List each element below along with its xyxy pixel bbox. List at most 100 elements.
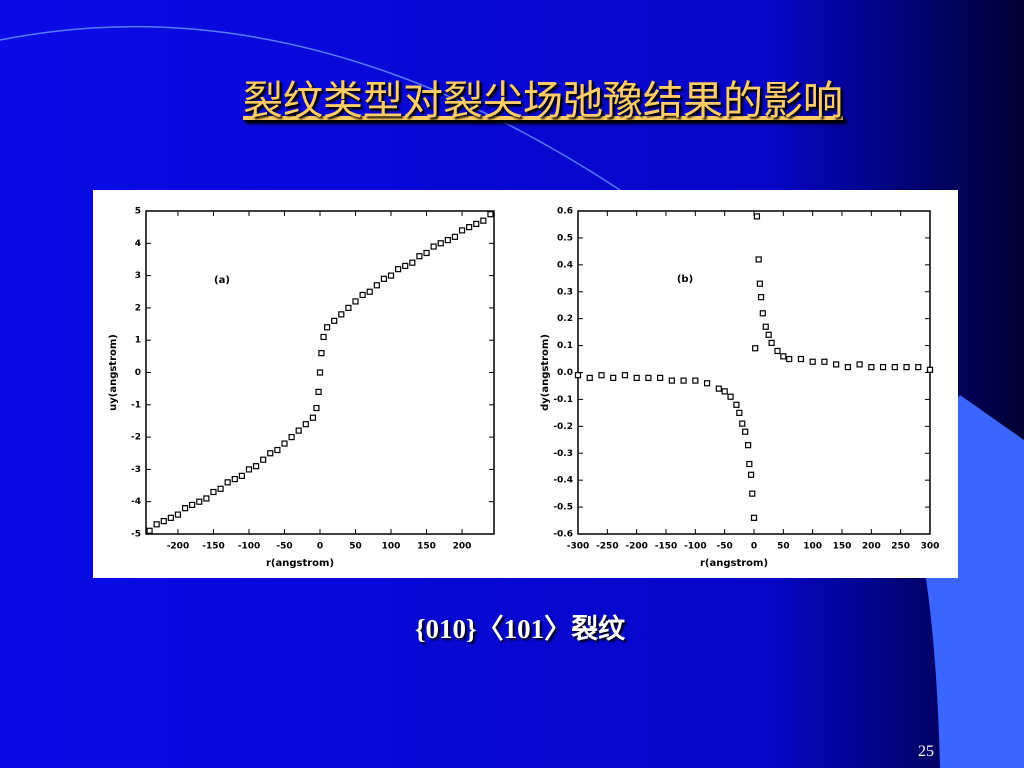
point	[727, 393, 734, 400]
point	[288, 434, 295, 441]
point	[320, 333, 327, 341]
point	[252, 463, 260, 470]
y-tick-label: -3	[131, 465, 141, 475]
point	[721, 388, 728, 395]
point	[380, 275, 388, 282]
point	[153, 521, 160, 528]
point	[423, 249, 430, 257]
point	[245, 466, 253, 473]
y-tick-label: -2	[131, 433, 141, 443]
point	[416, 253, 423, 260]
caption: {010}〈101〉裂纹	[415, 614, 626, 644]
point	[473, 220, 480, 228]
point	[196, 498, 203, 505]
x-tick-label: 0	[751, 542, 757, 552]
y-tick-label: 0	[135, 368, 141, 378]
x-tick-label: -200	[625, 542, 648, 552]
x-axis-label: r(angstrom)	[266, 558, 334, 569]
point	[756, 280, 763, 287]
y-axis-label: dy(angstrom)	[540, 334, 551, 411]
point	[267, 450, 274, 457]
point	[324, 324, 331, 331]
y-tick-label: 0.2	[557, 314, 573, 324]
x-tick-label: 50	[777, 542, 790, 552]
point	[809, 358, 816, 365]
y-axis-label: uy(angstrom)	[108, 334, 119, 411]
y-tick-label: -4	[131, 497, 141, 507]
y-tick-label: 0.3	[557, 287, 573, 297]
point	[210, 488, 217, 496]
point	[366, 288, 373, 295]
point	[167, 514, 174, 521]
point	[844, 364, 851, 371]
point	[821, 358, 828, 365]
point	[315, 388, 322, 395]
point	[437, 240, 444, 247]
point	[430, 243, 437, 250]
point	[174, 511, 182, 518]
point	[733, 401, 740, 408]
point	[692, 377, 699, 384]
plots: -200 -150 -100 -50 0 50 100 150 200-5-4-3-2-1012…	[108, 207, 939, 570]
point	[856, 361, 863, 368]
point	[752, 345, 759, 352]
point	[160, 517, 167, 525]
point	[668, 377, 675, 384]
point	[487, 211, 494, 218]
point	[359, 291, 366, 299]
point	[621, 372, 629, 379]
point	[451, 233, 459, 240]
point	[749, 490, 756, 497]
point	[338, 311, 345, 318]
point	[466, 224, 473, 231]
x-tick-label: 100	[382, 542, 401, 552]
y-tick-label: 1	[135, 336, 141, 346]
x-tick-label: -100	[684, 542, 707, 552]
point	[745, 442, 752, 449]
point	[203, 495, 210, 502]
point	[742, 428, 749, 435]
point	[739, 420, 746, 427]
y-tick-label: 0.0	[557, 368, 573, 378]
point	[345, 304, 352, 311]
panel-label: (a)	[214, 275, 230, 286]
x-axis-label: r(angstrom)	[700, 558, 768, 569]
point	[786, 355, 793, 363]
point	[762, 323, 769, 330]
point	[309, 414, 316, 421]
point	[373, 282, 380, 289]
point	[753, 213, 761, 220]
y-tick-label: 0.1	[557, 341, 573, 351]
page-number: 25	[918, 743, 934, 760]
point	[458, 227, 466, 234]
point	[217, 485, 224, 492]
point	[768, 339, 775, 346]
point	[146, 527, 153, 534]
point	[181, 505, 189, 512]
y-tick-label: -0.5	[553, 503, 573, 513]
x-tick-label: 0	[317, 542, 323, 552]
point	[926, 366, 934, 373]
x-tick-label: -250	[596, 542, 619, 552]
point	[736, 409, 743, 416]
x-tick-label: -200	[167, 542, 190, 552]
y-tick-label: -0.6	[553, 530, 573, 540]
point	[444, 236, 451, 244]
x-tick-label: 150	[417, 542, 436, 552]
point	[680, 377, 687, 384]
x-tick-label: -300	[567, 542, 590, 552]
x-tick-label: -100	[238, 542, 261, 552]
x-tick-label: 200	[453, 542, 472, 552]
panel-label: (b)	[677, 274, 693, 285]
y-tick-label: 5	[135, 207, 141, 217]
point	[759, 310, 766, 317]
point	[302, 421, 309, 428]
point	[395, 266, 402, 273]
point	[780, 353, 787, 360]
point	[755, 256, 762, 263]
x-tick-label: -150	[655, 542, 678, 552]
point	[765, 331, 772, 338]
x-tick-label: 200	[862, 542, 881, 552]
point	[387, 272, 395, 279]
